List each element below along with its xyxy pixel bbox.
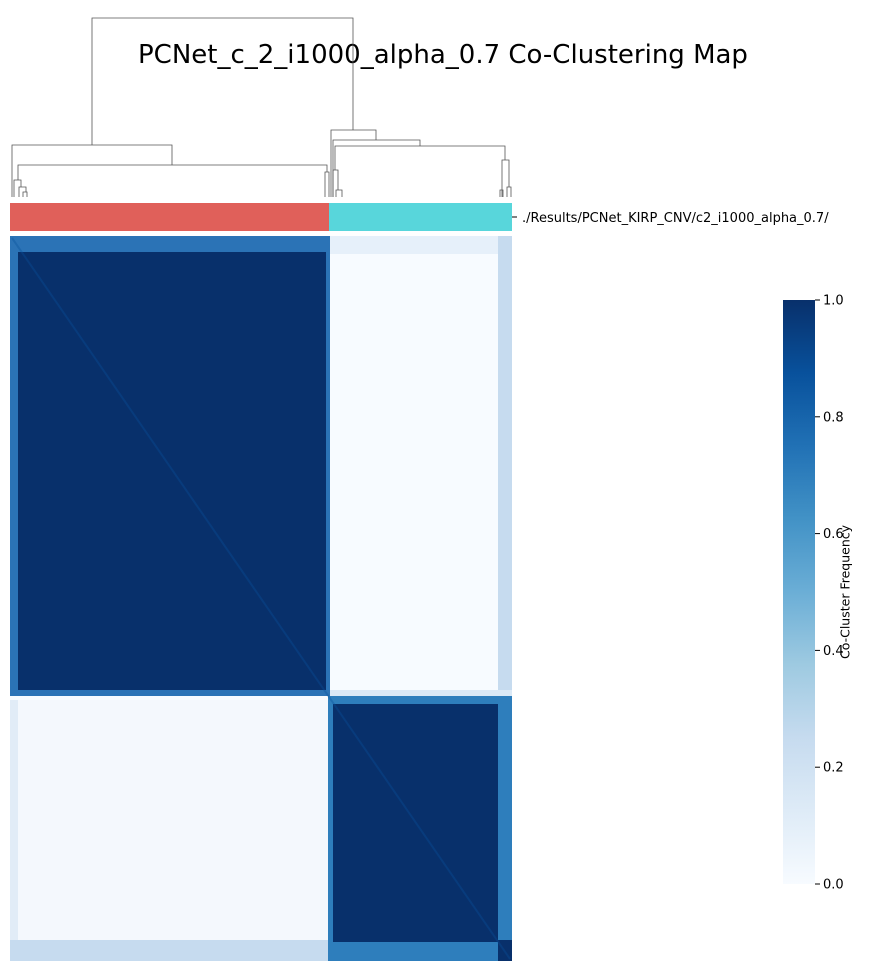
heatmap-block [10, 700, 328, 940]
colorbar-gradient [783, 300, 815, 884]
colorbar: 0.0 0.2 0.4 0.6 0.8 1.0 [783, 294, 844, 893]
colorbar-tick-label: 1.0 [823, 294, 844, 309]
colorbar-label: Co-Cluster Frequency [837, 524, 853, 660]
colorbar-tick-label: 0.8 [823, 410, 844, 425]
cluster-2-bar [329, 203, 512, 231]
heatmap-block [333, 704, 498, 942]
chart-title: PCNet_c_2_i1000_alpha_0.7 Co-Clustering … [138, 40, 748, 70]
cluster-1-bar [10, 203, 329, 231]
heatmap [10, 236, 512, 961]
colorbar-tick-label: 0.4 [823, 644, 844, 659]
heatmap-block [18, 252, 326, 690]
annotation-label: ./Results/PCNet_KIRP_CNV/c2_i1000_alpha_… [522, 211, 829, 226]
column-dendrogram [11, 17, 512, 197]
colorbar-tick-label: 0.0 [823, 878, 844, 893]
colorbar-tick-label: 0.2 [823, 761, 844, 776]
colorbar-tick-label: 0.6 [823, 527, 844, 542]
